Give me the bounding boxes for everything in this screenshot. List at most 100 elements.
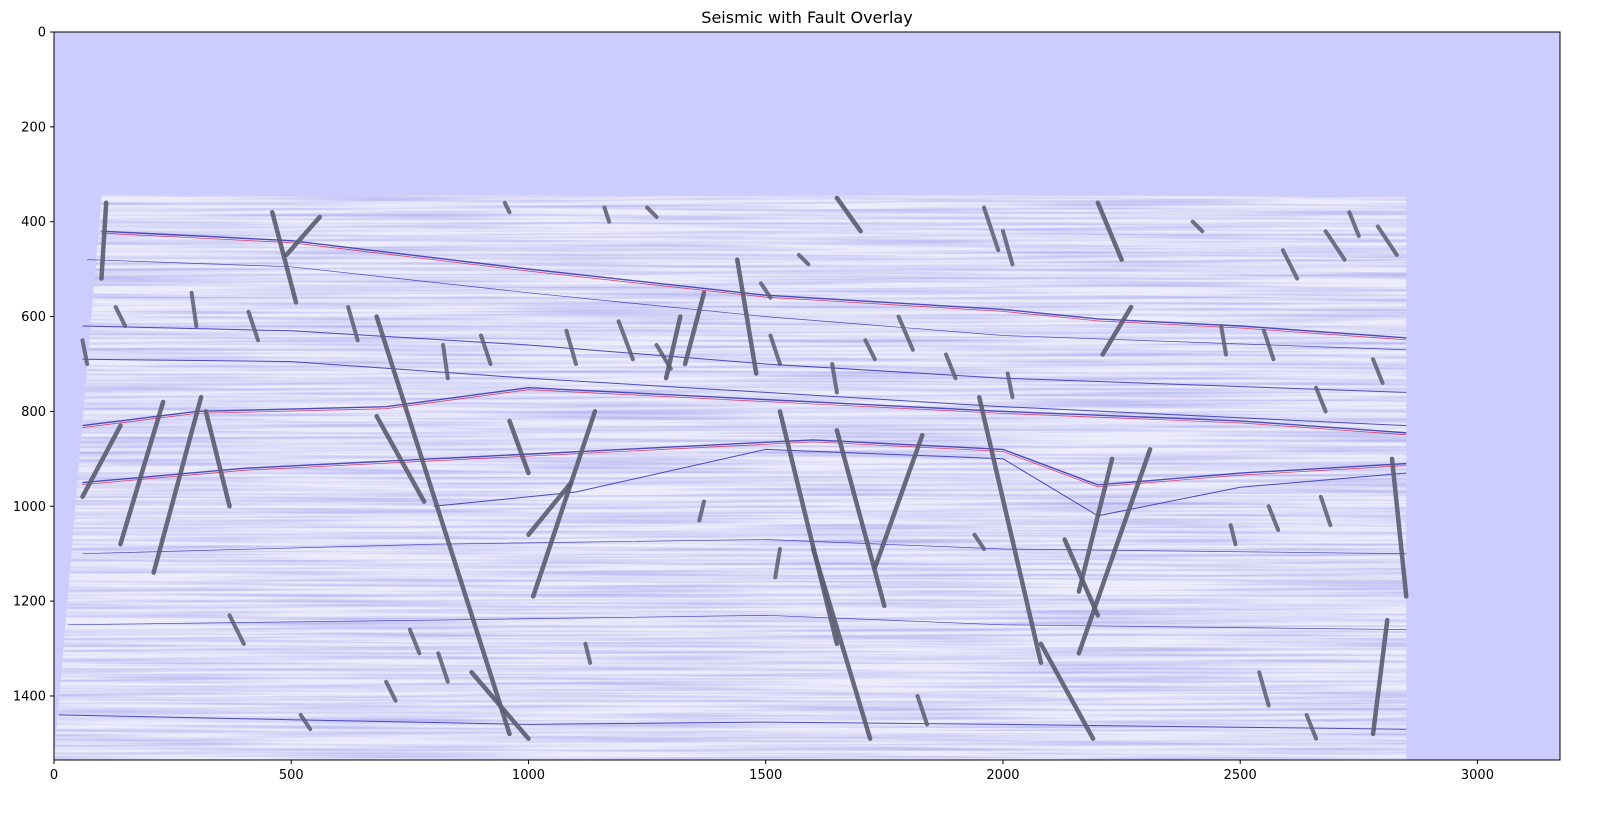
fault-long-2 (118, 399, 166, 547)
x-tick-label-3: 1500 (749, 768, 782, 783)
fault-short-17 (1314, 385, 1328, 414)
fault-short-9 (768, 333, 782, 366)
fault-short-10 (830, 361, 839, 395)
horizon-5 (82, 439, 1407, 486)
fault-long-20 (1076, 447, 1153, 656)
fault-long-18 (976, 394, 1044, 666)
fault-short-46 (1228, 523, 1238, 547)
y-tick-label-4: 800 (21, 405, 46, 420)
fault-short-18 (1371, 357, 1385, 385)
horizon-4 (82, 386, 1407, 434)
fault-long-8 (374, 413, 427, 504)
horizon-0 (101, 230, 1407, 339)
fault-long-19 (1038, 641, 1096, 741)
fault-short-22 (1323, 229, 1347, 262)
fault-short-45 (972, 532, 986, 551)
fault-long-6 (284, 214, 322, 258)
fault-short-8 (654, 343, 673, 371)
fault-short-26 (697, 499, 707, 523)
fault-long-9 (469, 670, 531, 741)
fault-short-13 (944, 352, 958, 381)
fault-short-32 (981, 205, 1001, 253)
fault-short-16 (1261, 328, 1276, 362)
fault-short-39 (1190, 219, 1205, 234)
chart-title: Seismic with Fault Overlay (701, 8, 912, 27)
fault-long-0 (99, 200, 109, 281)
x-tick-label-1: 500 (279, 768, 304, 783)
horizon-7 (82, 539, 1407, 555)
fault-long-15 (834, 428, 887, 609)
y-tick-label-3: 600 (21, 310, 46, 325)
fault-short-31 (1304, 712, 1319, 741)
fault-short-11 (863, 338, 877, 362)
x-tick-label-5: 2500 (1224, 768, 1257, 783)
fault-long-24 (1100, 304, 1134, 357)
y-tick-label-5: 1000 (13, 500, 46, 515)
fault-long-25 (1389, 456, 1409, 599)
fault-long-7 (374, 314, 512, 737)
horizon-3 (82, 358, 1407, 427)
fault-short-40 (80, 338, 90, 366)
fault-short-36 (502, 200, 512, 215)
y-tick-label-2: 400 (21, 215, 46, 230)
fault-short-38 (796, 252, 811, 267)
fault-short-1 (189, 290, 199, 329)
fault-short-41 (436, 651, 450, 684)
fault-long-11 (507, 418, 531, 476)
fault-short-25 (773, 546, 782, 580)
y-tick-label-7: 1400 (13, 689, 46, 704)
fault-long-5 (270, 209, 299, 305)
fault-short-3 (346, 305, 360, 343)
fault-long-21 (1076, 456, 1115, 594)
fault-long-12 (682, 290, 707, 367)
y-tick-label-1: 200 (21, 120, 46, 135)
fault-long-1 (80, 423, 123, 500)
horizon-4-positive (82, 389, 1407, 436)
x-tick-label-4: 2000 (986, 768, 1019, 783)
x-axis: 0 500 1000 1500 2000 2500 3000 (50, 760, 1494, 783)
y-tick-label-6: 1200 (13, 595, 46, 610)
horizon-1 (87, 259, 1407, 351)
fault-short-2 (246, 309, 261, 343)
fault-short-37 (645, 205, 659, 219)
fault-long-17 (810, 546, 873, 741)
fault-long-26 (1370, 617, 1390, 737)
x-tick-label-6: 3000 (1461, 768, 1494, 783)
horizon-9 (58, 714, 1407, 730)
fault-long-28 (834, 195, 863, 234)
y-axis: 0 200 400 600 800 1000 1200 1400 (13, 26, 54, 704)
fault-short-4 (441, 343, 450, 381)
fault-short-0 (113, 305, 128, 329)
fault-long-16 (872, 432, 925, 571)
fault-long-3 (151, 394, 204, 575)
fault-short-6 (564, 328, 578, 366)
y-tick-label-0: 0 (38, 26, 46, 41)
fault-long-22 (1062, 537, 1101, 618)
x-tick-label-0: 0 (50, 768, 58, 783)
horizon-5-positive (82, 441, 1407, 488)
fault-short-44 (583, 641, 593, 665)
fault-long-27 (735, 257, 759, 376)
fault-short-7 (616, 319, 635, 362)
fault-short-28 (227, 613, 246, 646)
fault-short-14 (1005, 371, 1015, 400)
x-tick-label-2: 1000 (512, 768, 545, 783)
horizon-0-positive (101, 232, 1407, 341)
plot-area (53, 31, 1561, 761)
fault-short-29 (915, 693, 930, 727)
fault-short-24 (1347, 210, 1361, 238)
fault-short-30 (1257, 670, 1271, 708)
fault-short-43 (298, 712, 313, 732)
fault-short-27 (407, 627, 422, 656)
fault-short-12 (896, 314, 915, 352)
fault-long-4 (203, 409, 232, 509)
horizon-8 (68, 614, 1407, 630)
fault-short-33 (1000, 229, 1015, 267)
fault-short-23 (1375, 224, 1399, 257)
axes-frame (53, 31, 1561, 761)
fault-short-5 (479, 333, 493, 366)
fault-short-35 (602, 205, 612, 224)
fault-long-10 (530, 409, 598, 599)
fault-long-29 (1095, 200, 1124, 262)
